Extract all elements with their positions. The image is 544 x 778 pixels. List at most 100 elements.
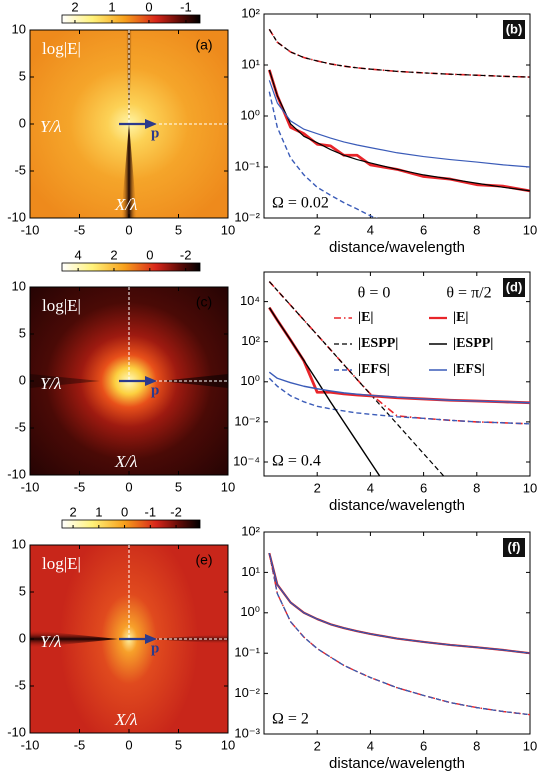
colorbar-tick-label: 2 (69, 504, 76, 519)
y-tick-label: 10 (12, 536, 26, 551)
x-axis-label: X/λ (114, 452, 137, 471)
plot-lines (267, 28, 530, 218)
series-line (268, 29, 530, 78)
series-line (268, 281, 445, 476)
y-tick-label: 10⁻¹ (234, 645, 260, 660)
y-tick-label: -10 (7, 724, 26, 739)
y-axis-label: Y/λ (40, 374, 62, 393)
x-tick-label: 10 (523, 480, 537, 495)
legend-header: θ = π/2 (446, 285, 491, 302)
series-line (268, 377, 530, 425)
quantity-label: log|E| (42, 554, 81, 573)
y-tick-label: 10⁰ (240, 107, 260, 122)
series-line (268, 28, 530, 78)
dipole-label: p (151, 382, 159, 398)
colorbar-tick-label: -2 (180, 247, 192, 262)
plot-frame (263, 531, 531, 735)
y-tick-label: 10 (12, 278, 26, 293)
panel-label-box (503, 538, 525, 557)
x-tick-label: 5 (175, 222, 182, 237)
legend-label: |EFS| (358, 362, 390, 377)
colorbar-tick-label: -2 (170, 504, 182, 519)
y-tick-label: 10⁻² (234, 413, 260, 428)
x-tick-label: 0 (125, 737, 132, 752)
x-tick-label: 2 (314, 738, 321, 753)
colorbar-tick-label: 0 (121, 504, 128, 519)
plot-lines (268, 552, 530, 716)
series-line (268, 371, 530, 404)
colorbar (61, 519, 201, 529)
colorbar-tick-label: 1 (95, 504, 102, 519)
y-tick-label: -5 (14, 677, 26, 692)
colorbar-tick-label: 4 (75, 247, 82, 262)
x-tick-label: 8 (473, 222, 480, 237)
series-line (268, 91, 378, 218)
series-line (268, 552, 530, 716)
colorbar-tick-label: 2 (110, 247, 117, 262)
panel-label: (a) (195, 37, 212, 53)
x-tick-label: 6 (420, 738, 427, 753)
y-tick-label: 10 (12, 21, 26, 36)
series-line (268, 552, 530, 655)
quantity-label: log|E| (42, 296, 81, 315)
x-axis-label: X/λ (114, 195, 137, 214)
series-line (268, 69, 530, 192)
x-tick-label: -5 (74, 737, 86, 752)
legend-label: |ESPP| (453, 336, 493, 351)
y-tick-label: 10⁰ (240, 604, 260, 619)
legend-label: |E| (358, 310, 374, 325)
panel-label: (d) (506, 279, 523, 294)
panel-label: (b) (506, 21, 523, 36)
colorbar-tick-label: 0 (146, 247, 153, 262)
y-tick-label: 10² (241, 333, 260, 348)
x-tick-label: 8 (473, 480, 480, 495)
dipole-arrowhead (145, 634, 157, 644)
annotation: Ω = 0.4 (272, 453, 321, 470)
series-line (268, 552, 530, 654)
annotation: Ω = 0.02 (272, 195, 329, 212)
y-tick-label: 10⁻¹ (234, 158, 260, 173)
dipole-label: p (151, 125, 159, 141)
y-tick-label: 5 (19, 68, 26, 83)
legend-label: |E| (453, 310, 469, 325)
x-tick-label: -5 (74, 222, 86, 237)
y-tick-label: 10⁻² (234, 685, 260, 700)
y-tick-label: 0 (19, 630, 26, 645)
x-tick-label: 5 (175, 479, 182, 494)
x-tick-label: 10 (221, 222, 235, 237)
y-tick-label: 10⁻⁴ (233, 453, 260, 468)
y-tick-label: 5 (19, 583, 26, 598)
y-tick-label: 10⁻² (234, 209, 260, 224)
y-tick-label: -5 (14, 162, 26, 177)
x-tick-label: 10 (523, 738, 537, 753)
plot-frame (263, 13, 531, 219)
x-tick-label: 4 (367, 738, 374, 753)
y-tick-label: -10 (7, 466, 26, 481)
series-line (268, 80, 530, 168)
y-tick-label: -5 (14, 419, 26, 434)
x-tick-label: 5 (175, 737, 182, 752)
quantity-label: log|E| (42, 39, 81, 58)
x-tick-label: -10 (21, 222, 40, 237)
x-tick-label: 4 (367, 222, 374, 237)
x-tick-label: 2 (314, 480, 321, 495)
x-axis-title: distance/wavelength (329, 239, 465, 256)
x-tick-label: 10 (221, 479, 235, 494)
x-tick-label: 10 (221, 737, 235, 752)
x-tick-label: 10 (523, 222, 537, 237)
x-axis-label: X/λ (114, 710, 137, 729)
y-tick-label: 10⁰ (240, 373, 260, 388)
colorbar-tick-label: -1 (145, 504, 157, 519)
colorbar-tick-label: -1 (180, 0, 192, 14)
annotation: Ω = 2 (272, 711, 309, 728)
x-tick-label: -10 (21, 737, 40, 752)
x-tick-label: -5 (74, 479, 86, 494)
x-tick-label: 4 (367, 480, 374, 495)
panel-label-box (503, 20, 525, 39)
x-tick-label: 8 (473, 738, 480, 753)
y-tick-label: 10⁴ (240, 293, 260, 308)
legend-label: |ESPP| (358, 336, 398, 351)
x-axis-title: distance/wavelength (329, 497, 465, 514)
